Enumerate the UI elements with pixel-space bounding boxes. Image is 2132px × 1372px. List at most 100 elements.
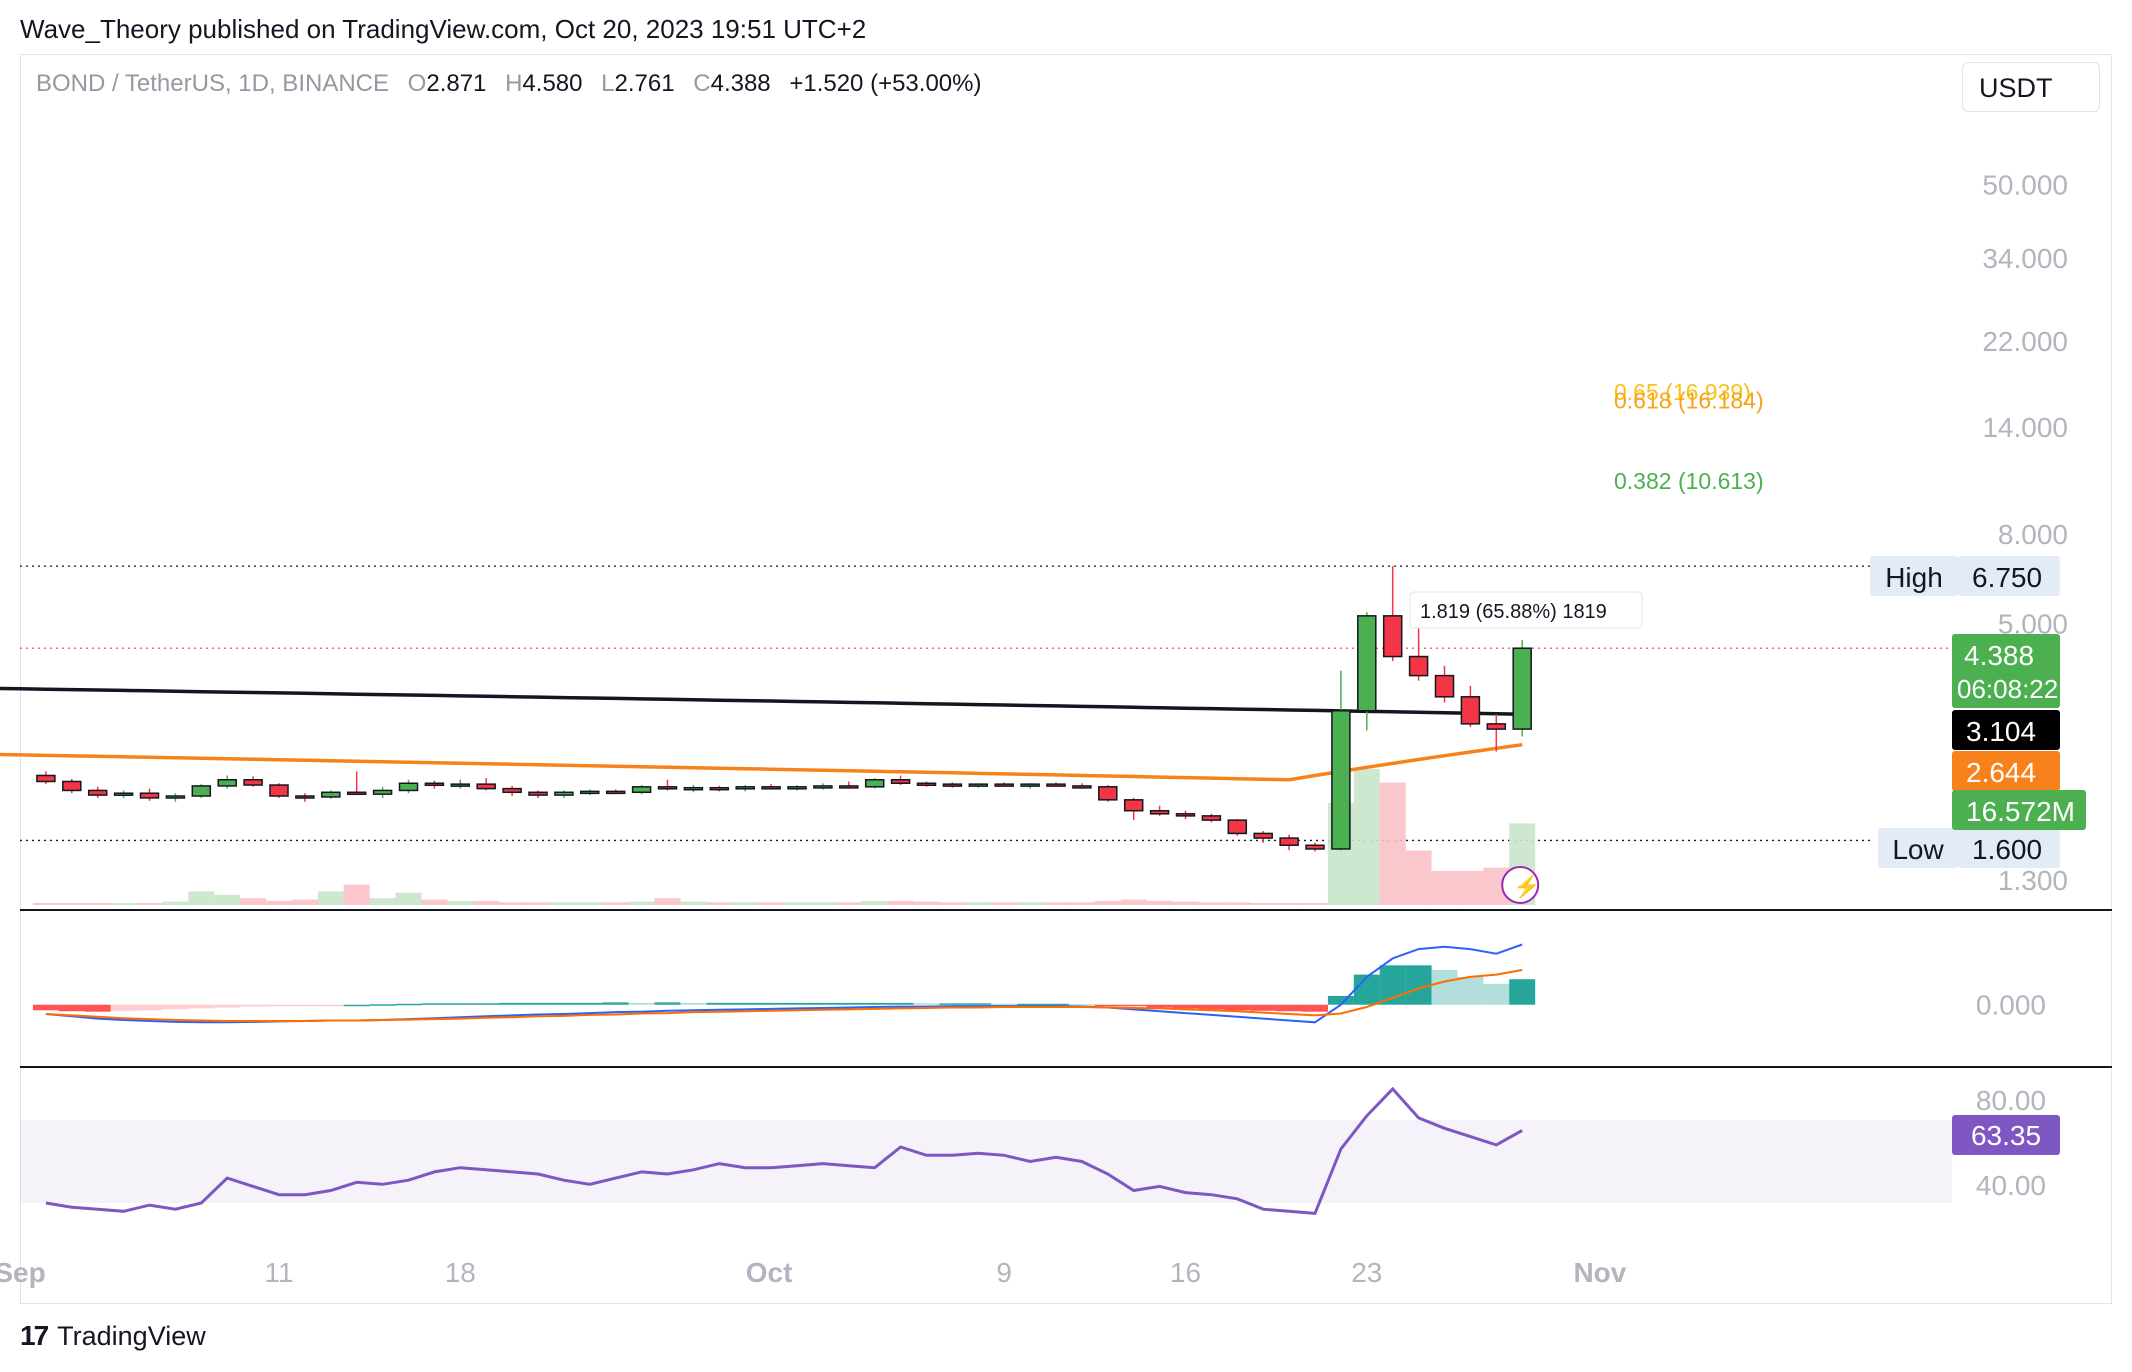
volume-bar-down	[602, 902, 629, 905]
macd-histogram-bar	[1431, 969, 1458, 1005]
candle-down	[36, 774, 56, 783]
volume-bar-down	[1405, 850, 1432, 905]
time-axis-tick: 16	[1170, 1257, 1201, 1288]
rsi-lower-label: 40.00	[1976, 1170, 2046, 1201]
macd-histogram-bar	[550, 1002, 577, 1005]
macd-histogram-bar	[680, 1002, 707, 1005]
price-axis-tick: 34.000	[1982, 243, 2068, 274]
candle-down	[1460, 696, 1481, 725]
candle-down	[916, 782, 937, 786]
macd-histogram-bar	[291, 1004, 318, 1007]
volume-bar-down	[1120, 899, 1147, 905]
macd-histogram-bar	[136, 1004, 163, 1011]
time-axis-tick: Oct	[746, 1257, 793, 1288]
macd-zero-label: 0.000	[1976, 990, 2046, 1021]
volume-bar-up	[784, 902, 810, 905]
macd-histogram-bar	[343, 1004, 370, 1007]
volume-bar-down	[913, 901, 940, 905]
footer-brand-label: TradingView	[57, 1320, 206, 1351]
ma-price-label-bg	[1952, 710, 2060, 750]
volume-bar-down	[32, 902, 59, 905]
volume-bar-down	[499, 902, 526, 905]
macd-histogram-bar	[913, 1003, 940, 1005]
macd-histogram-bar	[784, 1002, 810, 1005]
volume-bar-down	[525, 902, 551, 905]
macd-histogram-bar	[1353, 974, 1380, 1005]
rsi-value-label: 63.35	[1971, 1120, 2041, 1151]
low-value: 2.761	[614, 70, 675, 97]
tradingview-logo-icon: 17	[20, 1320, 49, 1351]
macd-histogram-bar	[835, 1002, 862, 1005]
candle-down	[1486, 723, 1507, 730]
time-axis-tick: Sep	[0, 1257, 46, 1288]
macd-histogram-bar	[1146, 1004, 1173, 1008]
high-label-bg	[1870, 556, 1958, 596]
candle-down	[1201, 815, 1222, 821]
macd-histogram-bar	[266, 1004, 292, 1007]
volume-bar-down	[1172, 901, 1199, 905]
macd-histogram-bar	[188, 1004, 215, 1009]
candle-down	[295, 795, 315, 799]
price-axis-tick: 22.000	[1982, 326, 2068, 357]
macd-histogram-bar	[317, 1004, 344, 1007]
low-value-label: 1.600	[1972, 834, 2042, 865]
volume-bar-down	[1043, 902, 1069, 905]
candle-up	[372, 789, 393, 795]
candle-down	[994, 783, 1014, 787]
macd-histogram-bar	[991, 1003, 1018, 1006]
candle-up	[165, 795, 186, 799]
price-axis-tick: 1.300	[1998, 865, 2068, 896]
candle-down	[1123, 799, 1144, 812]
open-label: O	[407, 70, 427, 97]
footer-brand[interactable]: 17 TradingView	[20, 1320, 206, 1352]
candle-down	[1253, 832, 1273, 839]
candle-down	[605, 790, 626, 795]
volume-bar-down	[654, 898, 681, 905]
volume-bar-up	[809, 902, 836, 905]
candle-up	[631, 786, 652, 794]
macd-histogram-bar	[809, 1002, 836, 1005]
candle-down	[1098, 786, 1118, 801]
rsi-band	[20, 1120, 1952, 1203]
candle-down	[890, 779, 911, 784]
volume-bar-down	[1250, 902, 1277, 905]
macd-histogram-bar	[473, 1003, 500, 1005]
volume-label: 16.572M	[1966, 796, 2075, 827]
candle-down	[942, 783, 963, 787]
candle-up	[113, 792, 134, 796]
candle-down	[424, 782, 445, 786]
candle-up	[787, 786, 807, 790]
macd-histogram-bar	[1327, 995, 1354, 1005]
chart-frame[interactable]	[20, 54, 2112, 1304]
volume-bar-up	[110, 902, 137, 905]
time-axis-tick: 11	[264, 1257, 293, 1288]
currency-button[interactable]: USDT	[1962, 62, 2100, 112]
macd-histogram-bar	[1017, 1003, 1044, 1006]
macd-histogram-bar	[1172, 1004, 1199, 1009]
macd-histogram-bar	[1224, 1004, 1251, 1011]
candle-down	[1434, 674, 1455, 698]
low-value-label-bg	[1958, 828, 2060, 868]
macd-histogram-bar	[499, 1002, 526, 1005]
macd-histogram-bar	[654, 1002, 681, 1005]
candle-down	[761, 786, 781, 790]
macd-histogram-bar	[1302, 1004, 1328, 1012]
volume-bar-down	[939, 902, 966, 905]
candle-up	[191, 785, 212, 797]
macd-histogram-bar	[84, 1004, 111, 1012]
volume-bar-up	[447, 900, 474, 905]
volume-bar-down	[991, 902, 1018, 905]
candle-down	[839, 785, 859, 789]
macd-histogram-bar	[240, 1004, 267, 1007]
macd-histogram-bar	[58, 1004, 85, 1012]
candle-up	[1512, 647, 1532, 730]
volume-bar-down	[343, 884, 370, 905]
ema-price-label-bg	[1952, 751, 2060, 791]
macd-histogram-bar	[1276, 1004, 1303, 1012]
macd-signal-line	[45, 969, 1523, 1022]
macd-histogram-bar	[861, 1002, 888, 1005]
candle-down	[62, 780, 82, 792]
volume-bar-up	[628, 901, 655, 905]
macd-histogram-bar	[965, 1003, 992, 1005]
